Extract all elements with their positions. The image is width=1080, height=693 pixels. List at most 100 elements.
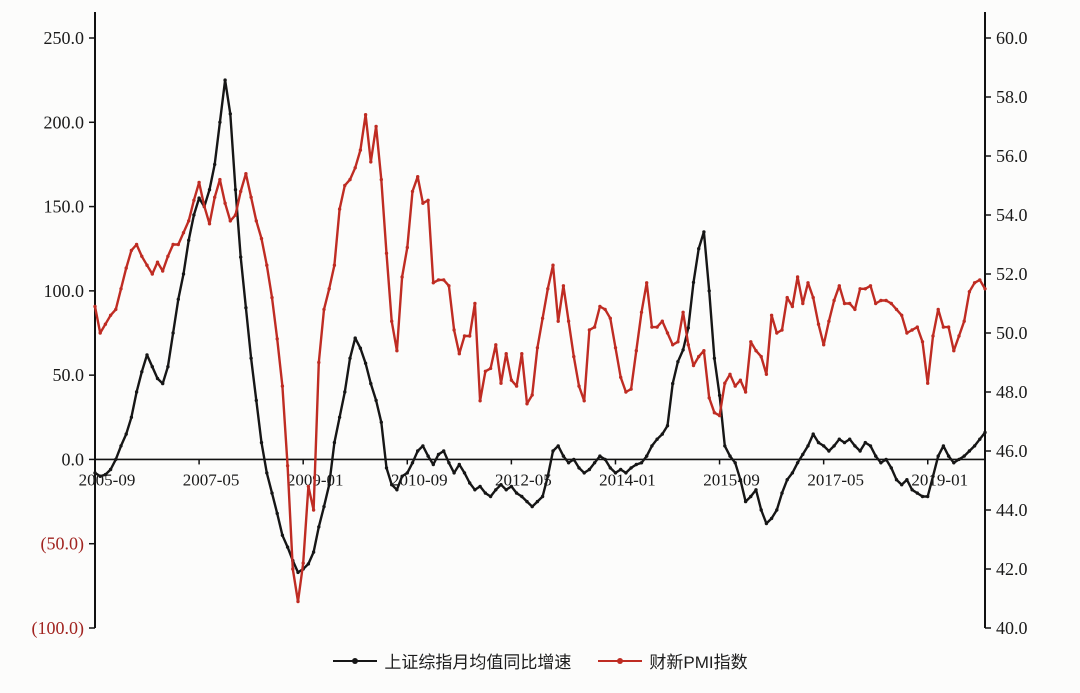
caixin-pmi-point: [645, 281, 649, 285]
sse-yoy-point: [343, 390, 347, 394]
sse-yoy-point: [296, 570, 300, 575]
sse-line-marker-icon: [333, 657, 378, 664]
caixin-pmi-point: [108, 313, 113, 317]
sse-yoy-point: [514, 491, 519, 495]
caixin-pmi-point: [452, 328, 456, 332]
sse-yoy-point: [561, 454, 566, 458]
sse-yoy-point: [863, 440, 867, 445]
sse-yoy-point: [530, 504, 534, 509]
caixin-pmi-point: [280, 384, 285, 388]
sse-yoy-point: [879, 461, 883, 465]
sse-yoy-point: [494, 488, 498, 492]
sse-yoy-point: [577, 466, 581, 470]
caixin-pmi-point: [145, 263, 149, 267]
caixin-pmi-point: [134, 242, 139, 247]
caixin-pmi-line-series: [93, 113, 987, 603]
caixin-pmi-point: [369, 160, 373, 164]
sse-yoy-point: [155, 376, 160, 381]
caixin-pmi-point: [192, 198, 196, 202]
caixin-pmi-point: [249, 195, 253, 199]
caixin-pmi-point: [478, 399, 482, 403]
caixin-pmi-point: [769, 313, 774, 317]
caixin-pmi-point: [681, 310, 685, 314]
x-axis-tick-label: 2014-01: [599, 470, 656, 489]
sse-yoy-point: [624, 471, 628, 475]
caixin-pmi-point: [816, 322, 821, 326]
caixin-pmi-point: [837, 284, 841, 288]
caixin-pmi-point: [161, 269, 165, 273]
sse-yoy-point: [129, 415, 134, 419]
caixin-pmi-point: [561, 284, 566, 288]
sse-yoy-point: [98, 474, 102, 478]
sse-yoy-point: [239, 255, 243, 259]
caixin-pmi-point: [504, 352, 508, 356]
caixin-pmi-point: [743, 390, 748, 394]
caixin-pmi-point: [785, 295, 789, 300]
caixin-pmi-point: [213, 195, 217, 199]
caixin-pmi-point: [889, 301, 893, 306]
sse-yoy-point: [697, 247, 701, 251]
caixin-pmi-point: [978, 278, 982, 282]
sse-yoy-point: [488, 494, 493, 499]
caixin-pmi-point: [926, 381, 930, 385]
sse-yoy-point: [499, 483, 503, 487]
caixin-pmi-point: [384, 251, 389, 255]
sse-yoy-point: [868, 444, 873, 448]
caixin-pmi-point: [546, 287, 550, 291]
sse-yoy-point: [332, 440, 337, 445]
caixin-pmi-point: [337, 207, 342, 211]
sse-yoy-point: [827, 449, 831, 453]
caixin-pmi-point: [239, 189, 243, 194]
caixin-pmi-point: [540, 316, 545, 320]
caixin-pmi-point: [712, 411, 717, 415]
caixin-pmi-point: [863, 287, 867, 291]
sse-yoy-point: [369, 381, 373, 386]
sse-yoy-point: [650, 444, 654, 448]
sse-yoy-point: [754, 488, 758, 492]
sse-yoy-point: [468, 481, 472, 485]
sse-yoy-point: [769, 516, 774, 521]
sse-yoy-point: [410, 461, 415, 465]
caixin-pmi-point: [754, 349, 758, 353]
sse-yoy-point: [728, 454, 732, 458]
caixin-pmi-point: [259, 236, 264, 241]
sse-yoy-point: [598, 454, 602, 458]
sse-yoy-point: [317, 525, 321, 529]
caixin-pmi-point: [223, 201, 227, 205]
caixin-pmi-point: [275, 337, 279, 341]
sse-yoy-point: [780, 491, 784, 495]
caixin-pmi-point: [775, 331, 779, 335]
chart-legend: 上证综指月均值同比增速 财新PMI指数: [0, 648, 1080, 673]
sse-yoy-point: [119, 444, 123, 448]
caixin-pmi-point: [473, 301, 477, 306]
caixin-pmi-point: [629, 387, 633, 391]
left-axis-tick-label: (100.0): [32, 618, 85, 639]
caixin-pmi-point: [103, 322, 108, 326]
sse-yoy-point: [566, 461, 571, 465]
caixin-pmi-point: [426, 198, 430, 202]
caixin-pmi-point: [566, 319, 571, 323]
caixin-pmi-point: [858, 287, 862, 291]
sse-yoy-point: [431, 462, 435, 467]
caixin-pmi-point: [868, 284, 873, 288]
sse-yoy-point: [228, 112, 232, 116]
caixin-pmi-point: [520, 352, 524, 356]
sse-yoy-point: [920, 494, 925, 499]
caixin-pmi-point: [832, 298, 836, 303]
left-axis-tick-label: 0.0: [62, 449, 85, 469]
sse-yoy-point: [707, 289, 711, 293]
caixin-pmi-point: [931, 334, 935, 338]
caixin-pmi-point: [233, 213, 238, 217]
caixin-pmi-point: [957, 334, 961, 338]
sse-yoy-point: [384, 466, 389, 470]
sse-yoy-point: [978, 437, 982, 441]
sse-yoy-point: [181, 272, 186, 276]
caixin-pmi-point: [749, 340, 753, 344]
right-axis-tick-label: 60.0: [996, 28, 1028, 48]
sse-yoy-point: [395, 488, 399, 492]
legend-item-caixin-pmi: 财新PMI指数: [597, 648, 748, 673]
sse-yoy-point: [967, 449, 972, 453]
left-axis-tick-label: 100.0: [44, 281, 85, 301]
sse-yoy-point: [124, 432, 128, 436]
caixin-pmi-point: [728, 372, 732, 376]
